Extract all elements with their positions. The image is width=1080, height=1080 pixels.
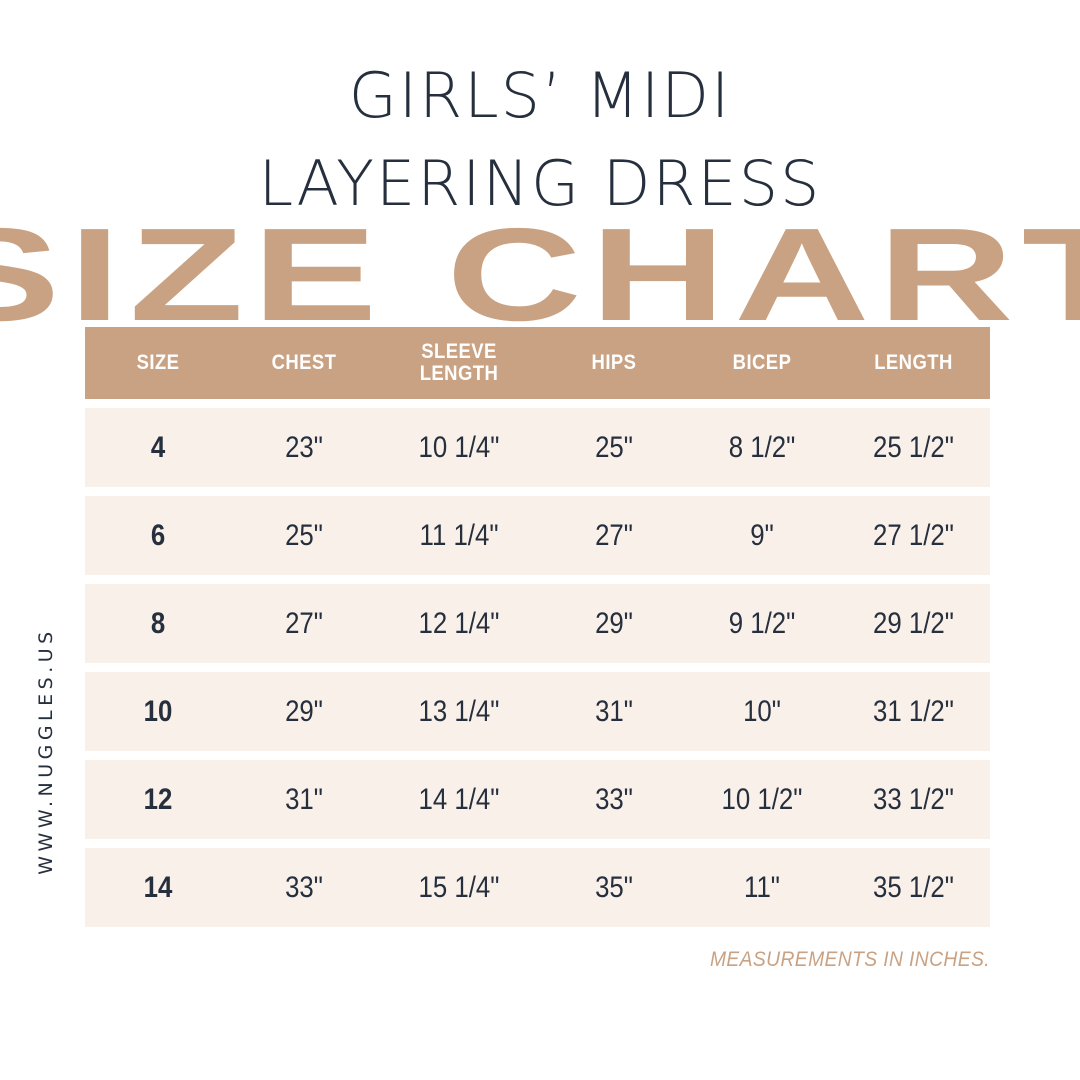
cell-chest: 33"	[285, 870, 323, 904]
cell-length: 29 1/2"	[873, 606, 954, 640]
page-title: GIRLS’ MIDI LAYERING DRESS	[0, 52, 1080, 228]
cell-size: 12	[143, 782, 173, 816]
table-row: 4 23" 10 1/4" 25" 8 1/2" 25 1/2"	[85, 408, 990, 487]
cell-length: 25 1/2"	[873, 430, 954, 464]
cell-size: 14	[143, 870, 173, 904]
website-url: WWW.NUGGLES.US	[35, 627, 57, 875]
cell-chest: 31"	[285, 782, 323, 816]
cell-sleeve-length: 12 1/4"	[418, 606, 500, 640]
column-header-length: LENGTH	[874, 351, 953, 374]
cell-hips: 35"	[595, 870, 633, 904]
cell-sleeve-length: 13 1/4"	[418, 694, 500, 728]
cell-size: 4	[150, 430, 166, 464]
cell-bicep: 9"	[750, 518, 774, 552]
cell-sleeve-length: 14 1/4"	[418, 782, 500, 816]
table-row: 6 25" 11 1/4" 27" 9" 27 1/2"	[85, 496, 990, 575]
cell-hips: 33"	[595, 782, 633, 816]
cell-sleeve-length: 11 1/4"	[419, 518, 499, 552]
size-chart-wordmark: SIZE CHART	[0, 201, 1080, 348]
table-row: 8 27" 12 1/4" 29" 9 1/2" 29 1/2"	[85, 584, 990, 663]
measurements-note: MEASUREMENTS IN INCHES.	[709, 948, 990, 971]
table-row: 10 29" 13 1/4" 31" 10" 31 1/2"	[85, 672, 990, 751]
title-line-1: GIRLS’ MIDI	[348, 59, 732, 132]
cell-bicep: 8 1/2"	[728, 430, 796, 464]
cell-length: 33 1/2"	[873, 782, 954, 816]
cell-bicep: 10 1/2"	[721, 782, 803, 816]
cell-chest: 29"	[285, 694, 323, 728]
cell-length: 27 1/2"	[873, 518, 954, 552]
cell-chest: 27"	[285, 606, 323, 640]
cell-sleeve-length: 15 1/4"	[418, 870, 500, 904]
cell-length: 35 1/2"	[873, 870, 954, 904]
table-row: 12 31" 14 1/4" 33" 10 1/2" 33 1/2"	[85, 760, 990, 839]
cell-chest: 23"	[285, 430, 323, 464]
cell-size: 10	[143, 694, 173, 728]
cell-hips: 25"	[595, 430, 633, 464]
table-header-row: SIZE CHEST SLEEVE LENGTH HIPS BICEP LENGTH	[85, 327, 990, 399]
cell-size: 8	[150, 606, 166, 640]
size-chart-wordmark-text: SIZE CHART	[0, 201, 1080, 348]
column-header-bicep: BICEP	[732, 351, 792, 374]
cell-hips: 27"	[595, 518, 633, 552]
cell-bicep: 11"	[744, 870, 780, 904]
column-header-size: SIZE	[136, 351, 180, 374]
column-header-hips: HIPS	[591, 351, 637, 374]
cell-bicep: 10"	[743, 694, 781, 728]
cell-hips: 31"	[595, 694, 633, 728]
cell-hips: 29"	[595, 606, 633, 640]
column-header-sleeve-length: SLEEVE LENGTH	[419, 340, 499, 385]
column-header-chest: CHEST	[271, 351, 337, 374]
cell-chest: 25"	[285, 518, 323, 552]
title-line-2: LAYERING DRESS	[258, 147, 822, 220]
table-row: 14 33" 15 1/4" 35" 11" 35 1/2"	[85, 848, 990, 927]
cell-size: 6	[150, 518, 166, 552]
cell-bicep: 9 1/2"	[728, 606, 796, 640]
size-chart-table: SIZE CHEST SLEEVE LENGTH HIPS BICEP LENGTH 4 2…	[85, 327, 990, 927]
cell-sleeve-length: 10 1/4"	[418, 430, 500, 464]
cell-length: 31 1/2"	[873, 694, 954, 728]
